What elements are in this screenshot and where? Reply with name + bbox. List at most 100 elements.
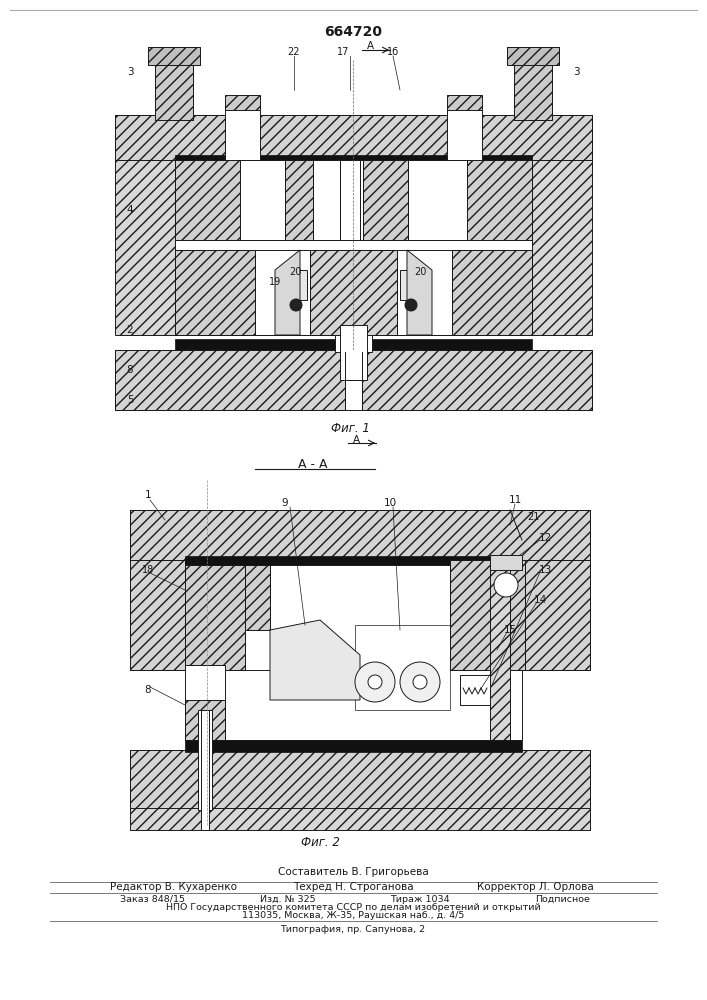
Polygon shape <box>275 250 300 335</box>
Text: А - А: А - А <box>298 458 328 471</box>
Bar <box>115 115 592 160</box>
Bar <box>130 750 590 810</box>
Bar <box>490 560 510 740</box>
Text: 9: 9 <box>281 498 288 508</box>
Text: 1б: 1б <box>387 47 399 57</box>
Bar <box>185 556 522 567</box>
Bar <box>175 250 255 335</box>
Bar <box>522 510 590 670</box>
Bar <box>507 47 559 65</box>
Text: 11: 11 <box>508 495 522 505</box>
Polygon shape <box>270 620 360 700</box>
Text: 12: 12 <box>538 533 551 543</box>
Text: Типография, пр. Сапунова, 2: Типография, пр. Сапунова, 2 <box>281 924 426 934</box>
Circle shape <box>494 573 518 597</box>
Bar <box>130 808 590 830</box>
Bar <box>514 65 552 120</box>
Circle shape <box>290 299 302 311</box>
Circle shape <box>405 299 417 311</box>
Bar <box>340 160 360 240</box>
Text: 20: 20 <box>289 267 301 277</box>
Text: Корректор Л. Орлова: Корректор Л. Орлова <box>477 882 593 892</box>
Bar <box>225 105 260 160</box>
Bar <box>115 115 592 160</box>
Circle shape <box>400 662 440 702</box>
Bar <box>310 250 397 335</box>
Text: Составитель В. Григорьева: Составитель В. Григорьева <box>278 867 428 877</box>
Bar <box>155 65 193 120</box>
Bar <box>467 160 532 240</box>
Bar <box>225 95 260 110</box>
Bar <box>310 250 397 335</box>
Bar <box>460 675 490 705</box>
Bar <box>400 270 422 300</box>
Text: Тираж 1034: Тираж 1034 <box>390 894 450 904</box>
Text: 21: 21 <box>527 512 539 522</box>
Text: 18: 18 <box>142 565 154 575</box>
Bar <box>532 115 592 335</box>
Bar <box>185 565 245 670</box>
Text: Подписное: Подписное <box>535 894 590 904</box>
Bar <box>447 105 482 160</box>
Bar <box>130 750 590 810</box>
Bar <box>155 65 193 120</box>
Text: 3: 3 <box>573 67 579 77</box>
Bar <box>185 565 522 740</box>
Polygon shape <box>407 250 432 335</box>
Text: Фиг. 1: Фиг. 1 <box>331 422 370 436</box>
Text: Заказ 848/15: Заказ 848/15 <box>120 894 185 904</box>
Bar <box>450 560 525 670</box>
Text: 14: 14 <box>533 595 547 605</box>
Bar <box>245 630 270 670</box>
Text: Техред Н. Строганова: Техред Н. Строганова <box>293 882 414 892</box>
Text: 113035, Москва, Ж-35, Раушская наб., д. 4/5: 113035, Москва, Ж-35, Раушская наб., д. … <box>242 910 464 920</box>
Text: 3: 3 <box>127 67 134 77</box>
Bar <box>447 95 482 110</box>
Text: 4: 4 <box>127 205 134 215</box>
Bar <box>115 350 592 410</box>
Bar <box>198 710 212 810</box>
Text: А: А <box>366 41 373 51</box>
Text: 8: 8 <box>127 365 134 375</box>
Text: 17: 17 <box>337 47 349 57</box>
Text: 5: 5 <box>127 395 134 405</box>
Circle shape <box>413 675 427 689</box>
Bar <box>115 350 592 410</box>
Bar <box>467 160 532 240</box>
Bar <box>285 160 313 240</box>
Text: 664720: 664720 <box>324 25 382 39</box>
Text: 20: 20 <box>414 267 426 277</box>
Bar <box>148 47 200 65</box>
Bar <box>175 155 532 165</box>
Bar <box>175 160 240 240</box>
Bar <box>490 560 510 740</box>
Bar <box>130 510 185 670</box>
Text: Редактор В. Кухаренко: Редактор В. Кухаренко <box>110 882 237 892</box>
Text: 15: 15 <box>503 625 517 635</box>
Bar <box>363 160 408 240</box>
Circle shape <box>368 675 382 689</box>
Bar <box>490 555 522 570</box>
Bar <box>185 700 225 740</box>
Bar <box>185 665 225 740</box>
Bar <box>522 510 590 670</box>
Bar <box>175 339 532 352</box>
Bar <box>335 335 372 352</box>
Text: 19: 19 <box>269 277 281 287</box>
Bar <box>185 565 245 670</box>
Bar <box>355 625 450 710</box>
Bar <box>450 560 525 670</box>
Bar <box>363 160 408 240</box>
Bar <box>345 380 362 410</box>
Text: 13: 13 <box>538 565 551 575</box>
Text: А: А <box>352 435 360 445</box>
Bar <box>255 250 452 335</box>
Bar <box>175 250 255 335</box>
Bar <box>185 739 522 752</box>
Bar <box>514 65 552 120</box>
Bar <box>201 710 209 830</box>
Bar <box>115 115 175 335</box>
Bar <box>130 510 185 670</box>
Text: Изд. № 325: Изд. № 325 <box>260 894 315 904</box>
Bar <box>340 325 367 380</box>
